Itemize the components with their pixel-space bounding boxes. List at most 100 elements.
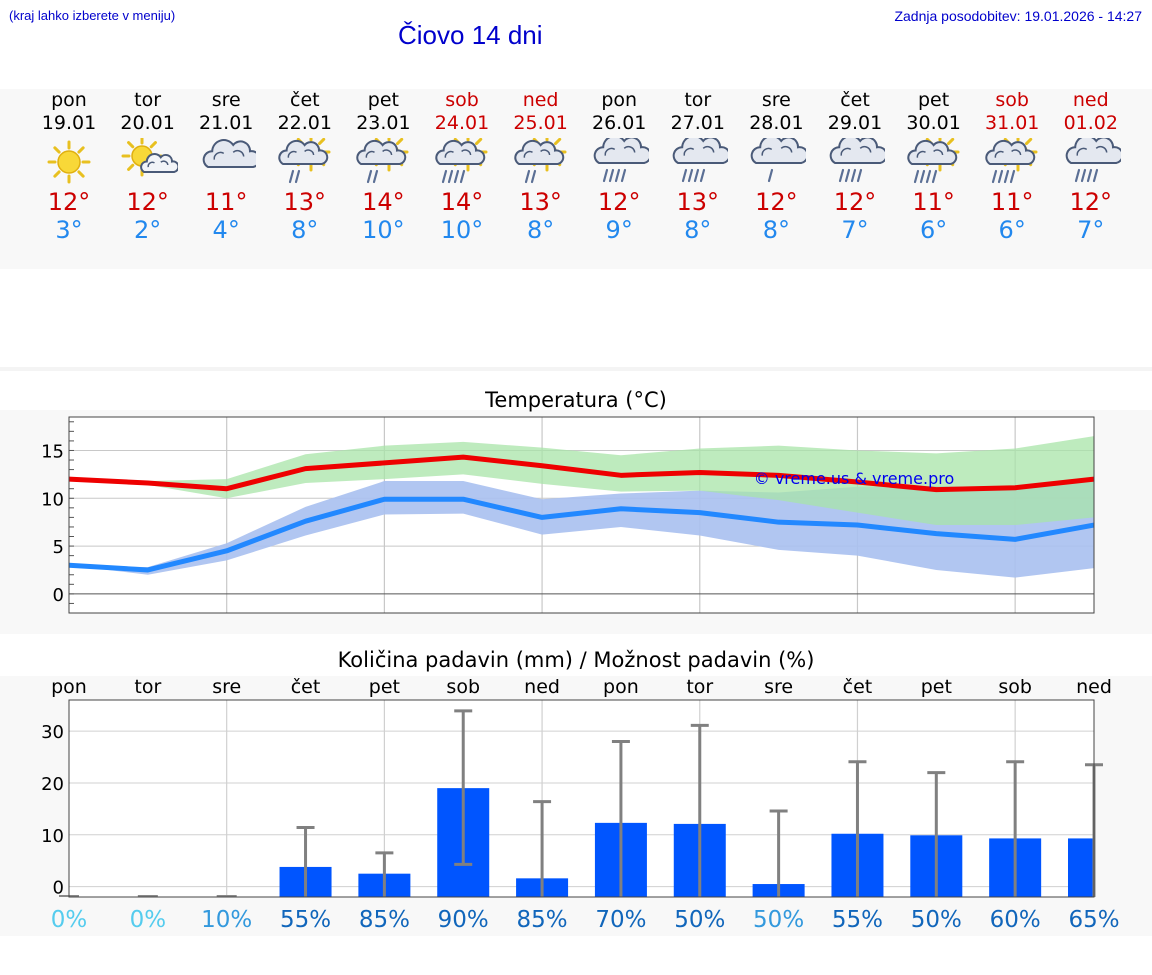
day-column: sob 31.01 11° 6° xyxy=(973,89,1051,244)
day-name: pet xyxy=(917,89,950,111)
cloud-rain-icon xyxy=(751,138,807,183)
precip-probability: 55% xyxy=(832,907,883,933)
day-date: 19.01 xyxy=(41,112,97,134)
day-column: pet 30.01 11° 6° xyxy=(895,89,973,244)
precip-day-label: sob xyxy=(998,676,1032,698)
day-date: 23.01 xyxy=(356,112,411,134)
location-hint: (kraj lahko izberete v meniju) xyxy=(9,8,176,23)
max-temp: 12° xyxy=(597,188,641,216)
max-temp: 13° xyxy=(676,188,720,216)
day-column: sob 24.01 14° 10° xyxy=(423,89,501,244)
sun-cloud-rain-icon xyxy=(513,138,567,184)
day-date: 25.01 xyxy=(513,112,568,134)
min-temp: 8° xyxy=(684,216,712,244)
day-date: 22.01 xyxy=(277,112,332,134)
sun-icon xyxy=(47,140,91,184)
day-date: 27.01 xyxy=(670,112,725,134)
precip-day-label: pet xyxy=(921,676,952,698)
max-temp: 13° xyxy=(283,188,327,216)
day-date: 01.02 xyxy=(1063,112,1118,134)
day-date: 20.01 xyxy=(120,112,175,134)
day-name: pon xyxy=(51,89,87,111)
max-temp: 14° xyxy=(440,188,484,216)
precip-probability: 0% xyxy=(130,907,167,933)
precip-day-label: tor xyxy=(134,676,161,698)
cloud-heavy-rain-icon xyxy=(829,138,885,183)
precip-probability: 85% xyxy=(517,907,568,933)
y-tick-label: 15 xyxy=(41,441,64,462)
day-column: čet 29.01 12° 7° xyxy=(816,89,894,244)
last-updated: Zadnja posodobitev: 19.01.2026 - 14:27 xyxy=(894,8,1142,24)
precip-day-label: ned xyxy=(1076,676,1112,698)
day-name: pon xyxy=(601,89,638,111)
day-column: pon 19.01 12° 3° xyxy=(30,89,108,244)
cloud-icon xyxy=(202,139,257,168)
day-name: sob xyxy=(445,89,479,111)
day-column: ned 25.01 13° 8° xyxy=(502,89,580,244)
cloud-heavy-rain-icon xyxy=(593,138,650,183)
min-temp: 2° xyxy=(133,216,162,244)
y-tick-label: 30 xyxy=(41,722,64,743)
sun-cloud-rain-icon xyxy=(278,138,331,184)
precip-probability: 10% xyxy=(201,907,252,933)
y-tick-label: 0 xyxy=(53,585,64,606)
precip-day-label: čet xyxy=(843,676,873,698)
precip-day-label: sre xyxy=(212,676,241,698)
min-temp: 8° xyxy=(291,216,319,244)
precip-probability: 0% xyxy=(51,907,88,933)
day-name: ned xyxy=(1072,89,1109,111)
max-temp: 12° xyxy=(126,188,169,216)
precip-day-label: pon xyxy=(603,676,639,698)
sun-cloud-heavy-rain-icon xyxy=(985,138,1038,184)
divider xyxy=(0,367,1152,371)
y-tick-label: 20 xyxy=(41,774,64,795)
sun-cloud-heavy-rain-icon xyxy=(906,138,960,184)
precip-probability: 50% xyxy=(911,907,962,933)
precip-day-label: sob xyxy=(446,676,480,698)
min-temp: 4° xyxy=(212,216,240,244)
cloud-heavy-rain-icon xyxy=(672,138,728,183)
min-temp-line xyxy=(68,496,1095,573)
sun-cloud-heavy-rain-icon xyxy=(435,138,488,184)
max-temp-range-band xyxy=(69,436,1094,526)
max-temp: 12° xyxy=(755,188,798,216)
y-tick-label: 0 xyxy=(53,878,64,899)
day-date: 26.01 xyxy=(591,112,647,134)
day-date: 31.01 xyxy=(984,112,1040,134)
day-name: tor xyxy=(684,89,712,111)
min-temp: 7° xyxy=(1077,216,1105,244)
page-title: Čiovo 14 dni xyxy=(398,20,543,50)
temperature-chart-title: Temperatura (°C) xyxy=(485,388,667,412)
precip-day-label: pet xyxy=(369,676,400,698)
max-temp: 13° xyxy=(519,188,562,216)
min-temp: 8° xyxy=(762,216,791,244)
max-temp: 12° xyxy=(833,188,877,216)
max-temp: 11° xyxy=(204,188,248,216)
precip-probability: 85% xyxy=(359,907,410,933)
day-name: sob xyxy=(995,89,1029,111)
day-name: ned xyxy=(522,89,559,111)
max-temp: 12° xyxy=(1069,188,1113,216)
max-temp: 14° xyxy=(362,188,405,216)
day-date: 29.01 xyxy=(827,112,883,134)
day-name: sre xyxy=(761,89,791,111)
precip-probability: 65% xyxy=(1068,907,1119,933)
day-column: sre 28.01 12° 8° xyxy=(737,89,815,244)
precip-day-label: tor xyxy=(686,676,713,698)
day-column: sre 21.01 11° 4° xyxy=(187,89,265,244)
precip-probability: 50% xyxy=(753,907,804,933)
day-name: sre xyxy=(211,89,241,111)
plot-frame xyxy=(68,416,1095,614)
precip-probability: 50% xyxy=(674,907,725,933)
sun-cloud-icon xyxy=(121,138,178,177)
day-name: tor xyxy=(134,89,162,111)
day-name: čet xyxy=(290,89,320,111)
y-tick-label: 5 xyxy=(53,537,64,558)
max-temp: 11° xyxy=(912,188,955,216)
day-column: ned 01.02 12° 7° xyxy=(1052,89,1130,244)
day-column: tor 20.01 12° 2° xyxy=(109,89,187,244)
min-temp: 6° xyxy=(919,216,948,244)
day-column: čet 22.01 13° 8° xyxy=(266,89,344,244)
precip-probability: 55% xyxy=(280,907,331,933)
watermark: © vreme.us & vreme.pro xyxy=(754,469,955,488)
